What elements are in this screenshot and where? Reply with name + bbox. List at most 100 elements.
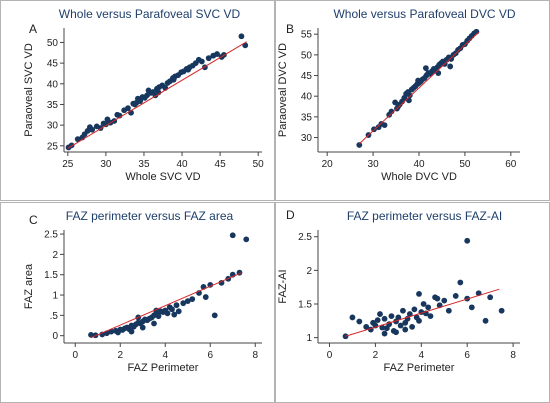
- panel-d-x-tick-label: 8: [510, 350, 516, 361]
- panel-b-point: [422, 65, 429, 71]
- panel-c-point: [243, 236, 250, 243]
- panel-a-fit-line: [67, 41, 248, 149]
- panel-c-point: [151, 320, 157, 327]
- panel-d-x-label: FAZ Perimeter: [384, 362, 455, 374]
- panel-b-point: [447, 63, 454, 70]
- panel-a-y-label: Paraoveal SVC VD: [23, 43, 35, 137]
- panel-b-fit-line: [358, 31, 480, 145]
- panel-d-point: [464, 237, 471, 244]
- panel-c-y-tick-label: 1: [52, 291, 58, 302]
- panel-b-y-tick-label: 30: [301, 133, 313, 144]
- panel-b-point: [435, 70, 442, 76]
- panel-b-point: [381, 122, 388, 129]
- panel-d-point: [498, 307, 505, 314]
- panel-a-y-tick-label: 40: [47, 79, 59, 90]
- panel-a-y-tick-label: 25: [47, 141, 59, 152]
- panel-b-point: [415, 77, 421, 84]
- panel-b-y-tick-label: 55: [301, 30, 313, 41]
- panel-c-point: [180, 300, 187, 307]
- panel-b-x-tick-label: 40: [413, 159, 425, 170]
- panel-d-y-tick-label: 2.5: [298, 232, 312, 243]
- panel-a-point: [125, 105, 131, 112]
- panel-c-point: [175, 308, 182, 315]
- panel-b-y-tick-label: 35: [301, 112, 313, 123]
- panel-d-point: [441, 297, 448, 304]
- panel-c-y-label: FAZ area: [23, 263, 35, 309]
- panel-b-point: [356, 142, 363, 148]
- panel-a-point: [89, 126, 96, 133]
- panel-d-letter: D: [286, 208, 295, 222]
- panel-b-x-tick-label: 30: [368, 159, 380, 170]
- panel-d-point: [381, 315, 388, 322]
- panel-d-point: [400, 307, 406, 314]
- panel-a-point: [74, 136, 81, 143]
- panel-d-point: [482, 317, 489, 324]
- panel-d-fit-line: [345, 288, 500, 337]
- panel-a-point: [170, 76, 177, 83]
- panel-a-x-tick-label: 50: [253, 159, 265, 170]
- panel-c-point: [229, 232, 236, 239]
- panel-a-point: [100, 120, 107, 127]
- panel-d-point: [388, 313, 395, 319]
- panel-d-point: [457, 279, 464, 286]
- panel-b-x-tick-label: 50: [459, 159, 471, 170]
- panel-c-point: [171, 311, 178, 318]
- panel-c-y-tick-label: .5: [50, 311, 59, 322]
- panel-a-letter: A: [29, 22, 37, 36]
- panel-c-point: [189, 296, 196, 303]
- panel-b-x-tick-label: 20: [322, 159, 334, 170]
- panel-b-point: [406, 92, 413, 99]
- panel-d-point: [425, 304, 432, 311]
- panel-b-y-tick-label: 40: [301, 92, 313, 103]
- panel-d-x-tick-label: 2: [373, 350, 379, 361]
- panel-c-point: [88, 331, 94, 338]
- panel-c-x-tick-label: 8: [252, 350, 258, 361]
- panel-a-y-tick-label: 30: [47, 121, 59, 132]
- panel-d-point: [409, 323, 416, 330]
- panel-a-point: [214, 51, 220, 57]
- panel-c-letter: C: [29, 213, 38, 227]
- panel-c: C FAZ perimeter versus FAZ area 0 2 4 6 8 0 .5 1 1…: [0, 202, 275, 403]
- panel-a-x-tick-label: 35: [138, 159, 150, 170]
- panel-d-point: [427, 313, 434, 319]
- panel-c-point: [173, 302, 180, 309]
- panel-c-x-tick-label: 0: [72, 350, 78, 361]
- panel-a-point: [205, 55, 212, 62]
- panel-d-y-label: FAZ-AI: [277, 269, 289, 303]
- panel-d-x-tick-label: 4: [419, 350, 425, 361]
- panel-b: B Whole versus Parafoveal DVC VD 20 30 40 50 6…: [275, 0, 550, 201]
- panel-b-point: [406, 97, 412, 104]
- panel-d-point: [445, 307, 452, 314]
- panel-c-point: [207, 281, 214, 288]
- panel-d-point: [487, 294, 494, 301]
- panel-d-point: [397, 322, 404, 329]
- panel-d-y-tick-label: 1: [306, 333, 312, 344]
- panel-c-point: [155, 313, 162, 320]
- panel-d-point: [452, 293, 459, 299]
- panel-a-point: [238, 33, 245, 40]
- panel-c-y-tick-label: 2.5: [44, 230, 58, 241]
- panel-b-x-tick-label: 60: [505, 159, 517, 170]
- panel-d-point: [402, 326, 409, 333]
- panel-d-point: [349, 314, 356, 321]
- panel-c-y-tick-label: 2: [52, 250, 58, 261]
- panel-d-point: [468, 304, 475, 311]
- panel-c-point: [202, 294, 209, 300]
- panel-d-point: [381, 330, 388, 337]
- panel-a-y-tick-label: 45: [47, 59, 59, 70]
- panel-d-point: [356, 318, 363, 325]
- panel-d-x-tick-label: 0: [327, 350, 333, 361]
- panel-a-point: [114, 111, 121, 118]
- panel-c-title: FAZ perimeter versus FAZ area: [66, 209, 234, 223]
- panel-c-x-tick-label: 4: [162, 350, 168, 361]
- panel-d-point: [416, 317, 422, 324]
- panel-c-point: [169, 306, 175, 313]
- panel-d-y-tick-label: 1.5: [298, 299, 312, 310]
- panel-a-x-label: Whole SVC VD: [125, 171, 200, 183]
- panel-d-point: [406, 311, 413, 317]
- panel-a-x-tick-label: 40: [176, 159, 188, 170]
- panel-a: A Whole versus Parafoveal SVC VD 25 30 35 40 4…: [0, 0, 275, 201]
- panel-b-title: Whole versus Parafoveal DVC VD: [333, 7, 515, 21]
